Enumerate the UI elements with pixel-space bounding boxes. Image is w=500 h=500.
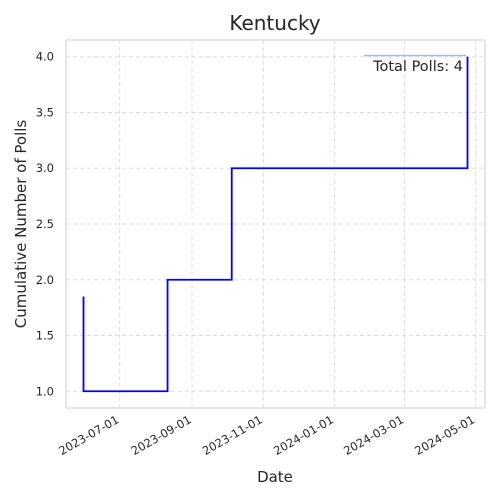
x-axis-title: Date (257, 468, 293, 486)
y-tick-label: 2.5 (36, 217, 54, 231)
y-tick-label: 1.5 (36, 329, 54, 343)
y-tick-label: 3.0 (36, 161, 54, 175)
plot-area (65, 39, 486, 409)
y-tick-label: 2.0 (36, 273, 54, 287)
y-tick-label: 3.5 (36, 105, 54, 119)
series-layer (82, 56, 469, 393)
chart-title: Kentucky (229, 11, 320, 35)
y-tick-label: 4.0 (36, 50, 54, 64)
y-axis-title: Cumulative Number of Polls (12, 120, 30, 329)
y-tick-label: 1.0 (36, 384, 54, 398)
grid-layer (66, 40, 485, 408)
cumulative-polls-step-line (82, 56, 469, 393)
total-polls-annotation: Total Polls: 4 (372, 59, 463, 75)
